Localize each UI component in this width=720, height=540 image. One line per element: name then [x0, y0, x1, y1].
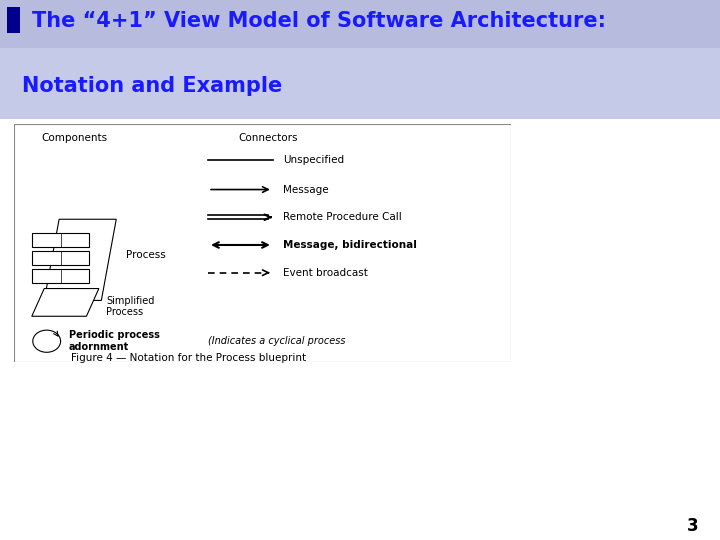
Text: Unspecified: Unspecified: [283, 155, 343, 165]
Text: Message: Message: [283, 185, 328, 194]
Text: Components: Components: [41, 133, 107, 143]
Text: Periodic process
adornment: Periodic process adornment: [69, 330, 160, 352]
Text: Figure 4 — Notation for the Process blueprint: Figure 4 — Notation for the Process blue…: [71, 353, 306, 363]
Text: Message, bidirectional: Message, bidirectional: [283, 240, 417, 250]
Text: 3: 3: [687, 517, 698, 535]
Bar: [7, 7, 20, 33]
Text: Notation and Example: Notation and Example: [22, 76, 282, 96]
Bar: [32, 233, 89, 247]
Circle shape: [33, 330, 60, 352]
Text: The “4+1” View Model of Software Architecture:: The “4+1” View Model of Software Archite…: [32, 11, 606, 31]
Text: Connectors: Connectors: [238, 133, 297, 143]
Text: Remote Procedure Call: Remote Procedure Call: [283, 212, 402, 222]
Text: Event broadcast: Event broadcast: [283, 268, 367, 278]
Bar: [32, 269, 89, 282]
Text: (Indicates a cyclical process: (Indicates a cyclical process: [208, 336, 346, 346]
Text: Process: Process: [126, 250, 166, 260]
Polygon shape: [32, 288, 99, 316]
Polygon shape: [44, 219, 116, 300]
Bar: [32, 251, 89, 265]
Text: Simplified
Process: Simplified Process: [107, 295, 155, 317]
Bar: [0, 0, 720, 48]
